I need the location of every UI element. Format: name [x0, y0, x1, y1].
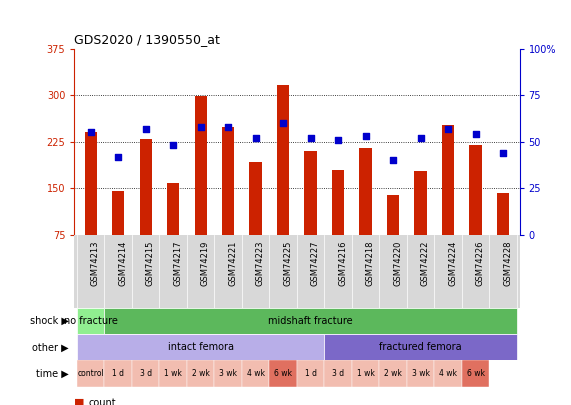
Bar: [104, 360, 132, 387]
Text: GSM74228: GSM74228: [503, 241, 512, 286]
Bar: [85, 132, 97, 235]
Bar: [497, 193, 509, 235]
Text: shock ▶: shock ▶: [30, 316, 69, 326]
Bar: [387, 194, 399, 235]
Point: [224, 124, 233, 130]
Bar: [324, 360, 352, 387]
Text: GSM74227: GSM74227: [311, 241, 320, 286]
Text: time ▶: time ▶: [36, 369, 69, 379]
Point: [279, 120, 288, 126]
Bar: [324, 334, 517, 360]
Text: GSM74214: GSM74214: [118, 241, 127, 286]
Bar: [415, 171, 427, 235]
Point: [86, 129, 95, 136]
Text: GSM74213: GSM74213: [91, 241, 100, 286]
Text: fractured femora: fractured femora: [379, 342, 462, 352]
Bar: [187, 360, 215, 387]
Bar: [297, 360, 324, 387]
Text: GSM74223: GSM74223: [256, 241, 265, 286]
Text: 6 wk: 6 wk: [467, 369, 485, 378]
Bar: [222, 128, 234, 235]
Text: GSM74224: GSM74224: [448, 241, 457, 286]
Text: 3 d: 3 d: [332, 369, 344, 378]
Point: [498, 150, 508, 156]
Bar: [215, 360, 242, 387]
Bar: [462, 360, 489, 387]
Text: GSM74225: GSM74225: [283, 241, 292, 286]
Text: GSM74220: GSM74220: [393, 241, 402, 286]
Point: [361, 133, 370, 139]
Text: 6 wk: 6 wk: [274, 369, 292, 378]
Bar: [270, 360, 297, 387]
Point: [444, 126, 453, 132]
Bar: [469, 145, 482, 235]
Text: 1 wk: 1 wk: [357, 369, 375, 378]
Text: 1 wk: 1 wk: [164, 369, 182, 378]
Bar: [442, 125, 455, 235]
Text: 2 wk: 2 wk: [192, 369, 210, 378]
Text: intact femora: intact femora: [168, 342, 234, 352]
Text: 3 wk: 3 wk: [219, 369, 237, 378]
Bar: [352, 360, 379, 387]
Bar: [159, 360, 187, 387]
Bar: [379, 360, 407, 387]
Point: [471, 131, 480, 138]
Bar: [77, 308, 104, 334]
Bar: [407, 360, 435, 387]
Point: [196, 124, 205, 130]
Bar: [167, 183, 179, 235]
Text: GDS2020 / 1390550_at: GDS2020 / 1390550_at: [74, 33, 220, 46]
Point: [114, 153, 123, 160]
Bar: [360, 148, 372, 235]
Text: GSM74221: GSM74221: [228, 241, 237, 286]
Text: no fracture: no fracture: [64, 316, 118, 326]
Text: control: control: [77, 369, 104, 378]
Point: [251, 135, 260, 141]
Text: GSM74215: GSM74215: [146, 241, 155, 286]
Text: midshaft fracture: midshaft fracture: [268, 316, 353, 326]
Text: 4 wk: 4 wk: [247, 369, 265, 378]
Bar: [435, 360, 462, 387]
Bar: [77, 334, 324, 360]
Text: GSM74222: GSM74222: [421, 241, 429, 286]
Bar: [242, 360, 270, 387]
Text: 3 d: 3 d: [140, 369, 152, 378]
Text: GSM74218: GSM74218: [365, 241, 375, 286]
Text: ■: ■: [74, 398, 85, 405]
Point: [389, 157, 398, 164]
Text: GSM74217: GSM74217: [173, 241, 182, 286]
Text: 4 wk: 4 wk: [439, 369, 457, 378]
Text: GSM74219: GSM74219: [200, 241, 210, 286]
Point: [416, 135, 425, 141]
Point: [306, 135, 315, 141]
Bar: [304, 151, 317, 235]
Text: GSM74226: GSM74226: [476, 241, 485, 286]
Bar: [332, 170, 344, 235]
Point: [168, 142, 178, 149]
Point: [333, 136, 343, 143]
Text: other ▶: other ▶: [32, 342, 69, 352]
Point: [141, 126, 150, 132]
Text: 1 d: 1 d: [305, 369, 317, 378]
Bar: [132, 360, 159, 387]
Text: 1 d: 1 d: [112, 369, 124, 378]
Bar: [195, 96, 207, 235]
Bar: [77, 360, 104, 387]
Text: count: count: [89, 398, 116, 405]
Text: GSM74216: GSM74216: [338, 241, 347, 286]
Bar: [112, 192, 124, 235]
Bar: [139, 139, 152, 235]
Bar: [250, 162, 262, 235]
Text: 3 wk: 3 wk: [412, 369, 429, 378]
Text: 2 wk: 2 wk: [384, 369, 402, 378]
Bar: [277, 85, 289, 235]
